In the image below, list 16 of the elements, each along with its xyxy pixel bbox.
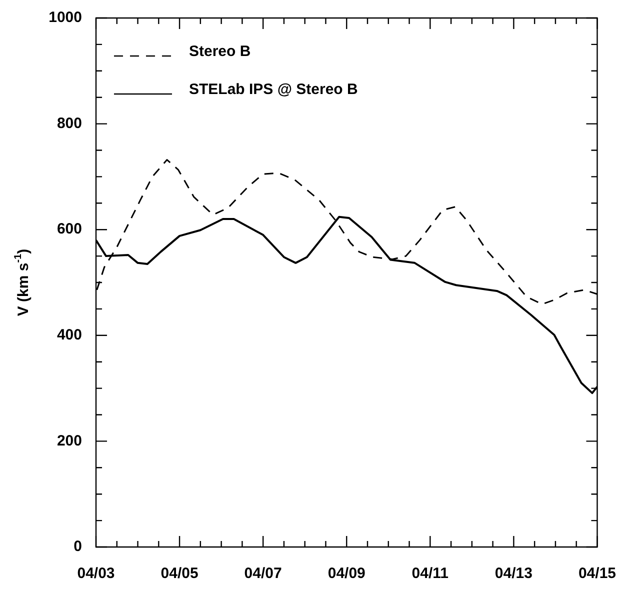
y-tick-label: 200 <box>56 432 82 450</box>
x-tick-label: 04/07 <box>244 565 282 582</box>
y-tick-label: 800 <box>56 114 82 132</box>
x-tick-label: 04/05 <box>160 565 198 582</box>
x-tick-label: 04/13 <box>494 565 532 582</box>
y-tick-label: 0 <box>74 538 82 556</box>
legend-label: STELab IPS @ Stereo B <box>189 81 358 98</box>
x-tick-label: 04/03 <box>77 565 115 582</box>
y-tick-label: 400 <box>56 326 82 344</box>
y-axis-title: V (km s-1) <box>12 248 32 316</box>
legend-label: Stereo B <box>189 43 251 60</box>
x-tick-label: 04/11 <box>412 565 449 582</box>
x-tick-label: 04/15 <box>578 565 616 582</box>
y-tick-label: 600 <box>56 220 82 238</box>
x-tick-label: 04/09 <box>328 565 366 582</box>
y-tick-label: 1000 <box>48 9 82 26</box>
